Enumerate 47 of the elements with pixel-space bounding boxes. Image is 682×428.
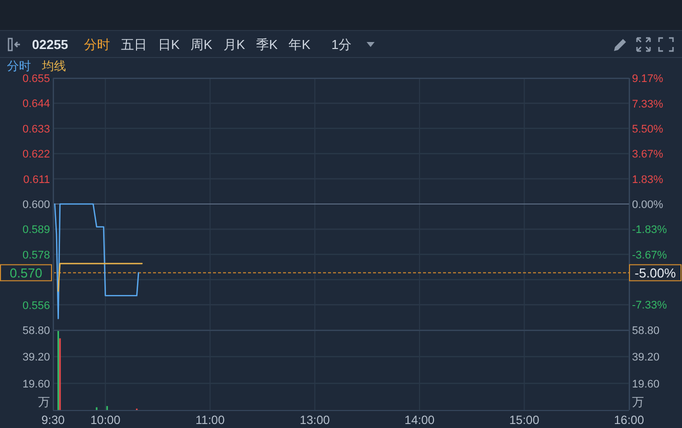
y2-tick-label: 0.00%	[632, 199, 664, 211]
y-tick-label: 58.80	[22, 325, 50, 337]
y2-tick-label: 3.67%	[632, 148, 664, 161]
x-tick-label: 16:00	[614, 413, 644, 427]
y-tick-label: 0.655	[22, 73, 50, 85]
y-tick-label: 0.633	[22, 123, 50, 136]
y2-tick-label: 1.83%	[632, 174, 664, 186]
text: 五日	[121, 37, 147, 52]
y-tick-label: 0.600	[22, 199, 50, 211]
y2-tick-label: 58.80	[632, 325, 660, 337]
text: 月K	[223, 37, 246, 52]
y2-tick-label: -7.33%	[632, 300, 668, 312]
text: 日K	[158, 37, 180, 52]
y-tick-label: 39.20	[22, 352, 50, 364]
y2-tick-label: 9.17%	[632, 73, 664, 85]
ref-line-label: 0.570	[10, 266, 42, 281]
y2-tick-label: -1.83%	[632, 224, 668, 236]
x-tick-label: 11:00	[196, 413, 225, 427]
y-tick-label: 0.611	[23, 174, 50, 186]
y2-tick-label: 7.33%	[632, 98, 664, 110]
chart-title: 02255	[32, 37, 68, 52]
text: 周K	[190, 37, 213, 52]
y2-tick-label: -3.67%	[632, 249, 668, 262]
y2-tick-label: 5.50%	[632, 123, 664, 136]
y-tick-label: 0.622	[22, 148, 50, 161]
text: 1分	[331, 37, 352, 52]
y-tick-label: 0.578	[22, 249, 50, 262]
x-tick-label: 9:30	[41, 413, 65, 427]
x-tick-label: 13:00	[300, 413, 330, 427]
text: 季K	[256, 37, 278, 52]
text: 年K	[288, 37, 311, 52]
text: 分时	[84, 37, 110, 52]
x-tick-label: 14:00	[404, 413, 435, 427]
y-tick-label: 0.644	[22, 98, 50, 110]
x-tick-label: 10:00	[90, 413, 121, 427]
y2-axis-title: 万	[632, 395, 644, 409]
text: 分时	[7, 59, 31, 73]
y2-tick-label: 39.20	[632, 352, 660, 364]
text: -5.00%	[634, 266, 676, 281]
y-tick-label: 0.556	[22, 300, 50, 312]
x-tick-label: 15:00	[509, 413, 540, 427]
y-tick-label: 0.589	[22, 224, 50, 236]
y-tick-label: 19.60	[22, 378, 50, 390]
text: 均线	[41, 59, 66, 73]
line-series	[54, 203, 140, 320]
y2-tick-label: 19.60	[632, 378, 660, 390]
y-axis-title: 万	[38, 395, 50, 409]
